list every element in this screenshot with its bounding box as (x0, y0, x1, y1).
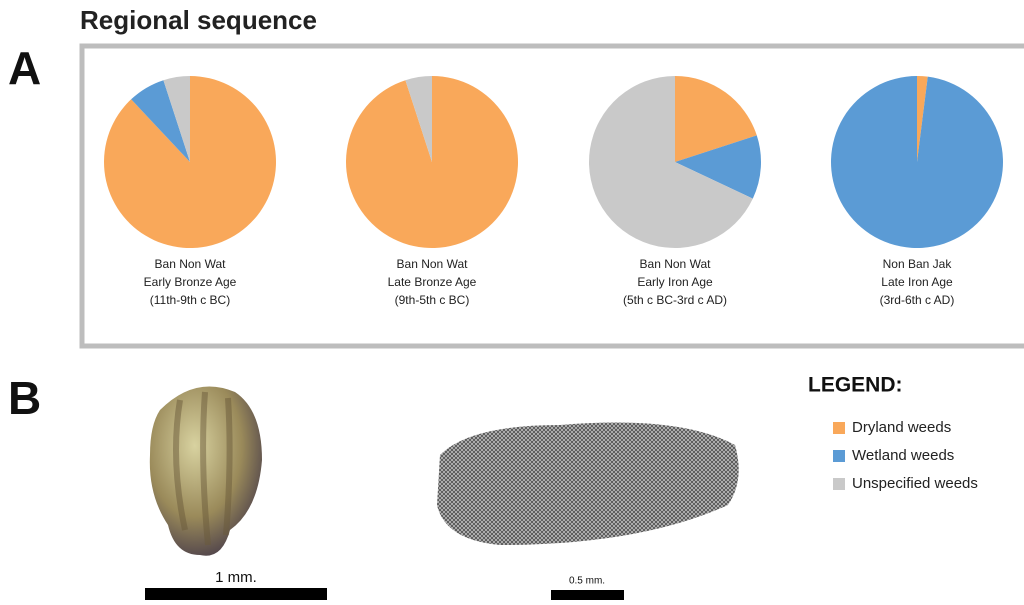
panel-label: B (8, 372, 41, 424)
pie-caption: (3rd-6th c AD) (880, 293, 955, 307)
panel-label: A (8, 42, 41, 94)
scale-label: 1 mm. (215, 569, 257, 586)
pie-slice (104, 76, 276, 248)
pie-caption: Late Bronze Age (388, 275, 477, 289)
legend-title: LEGEND: (808, 374, 903, 397)
pie-caption: Non Ban Jak (883, 257, 953, 271)
pie-slice (917, 76, 928, 162)
pie-caption: Early Bronze Age (144, 275, 237, 289)
pie-caption: Early Iron Age (637, 275, 713, 289)
figure-title: Regional sequence (80, 5, 317, 35)
pie-slice (675, 135, 761, 199)
grain-photo (437, 422, 739, 545)
pie-caption: Late Iron Age (881, 275, 953, 289)
pie-slice (345, 76, 518, 248)
pie-slice (163, 76, 190, 162)
pie-caption: (9th-5th c BC) (395, 293, 470, 307)
pie-caption: (11th-9th c BC) (150, 293, 230, 307)
legend-swatch (833, 450, 845, 462)
pie-slice (131, 80, 190, 162)
pie-caption: Ban Non Wat (155, 257, 227, 271)
seed-photo (149, 386, 262, 556)
pie-slice (830, 75, 1003, 249)
legend-label: Wetland weeds (852, 447, 954, 464)
pie-slice (588, 76, 753, 248)
pie-caption: (5th c BC-3rd c AD) (623, 293, 727, 307)
scale-bar (145, 588, 327, 600)
scale-bar (551, 590, 624, 600)
pie-caption: Ban Non Wat (397, 257, 469, 271)
panel-frame (79, 43, 1024, 349)
legend-swatch (833, 478, 845, 490)
pie-caption: Ban Non Wat (640, 257, 712, 271)
legend-label: Dryland weeds (852, 419, 951, 436)
pie-slice (675, 76, 757, 162)
legend-swatch (833, 422, 845, 434)
pie-slice (405, 76, 432, 162)
legend-label: Unspecified weeds (852, 475, 978, 492)
scale-label: 0.5 mm. (569, 576, 605, 587)
